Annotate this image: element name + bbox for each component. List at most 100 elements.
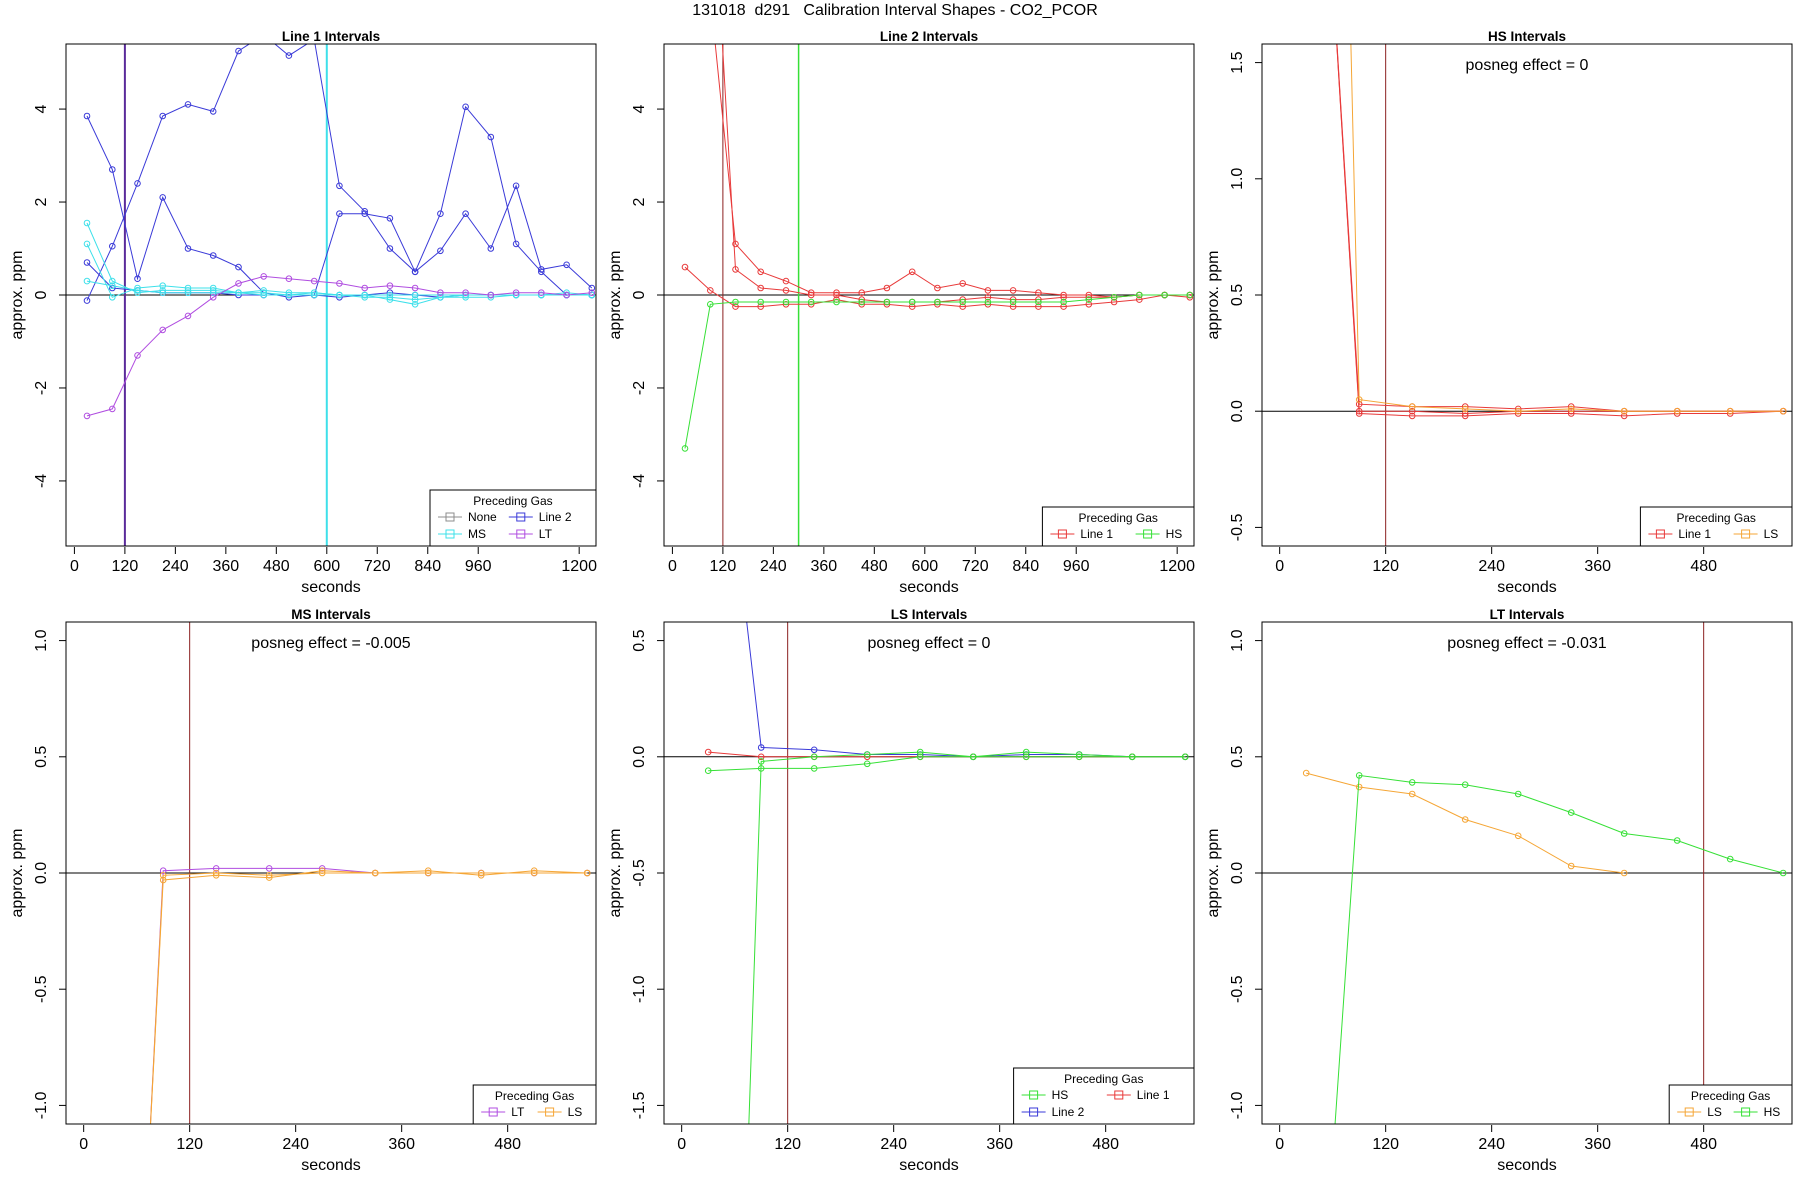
series-line xyxy=(86,105,592,296)
data-point xyxy=(109,277,116,285)
y-tick-label: 0 xyxy=(631,290,648,299)
data-point xyxy=(260,273,268,280)
y-tick-label: -0.5 xyxy=(33,975,50,1003)
x-tick-label: 840 xyxy=(1012,558,1039,575)
data-point xyxy=(83,412,91,420)
posneg-annotation: posneg effect = -0.031 xyxy=(1447,635,1606,652)
x-tick-label: 1200 xyxy=(561,558,597,575)
data-point xyxy=(212,865,220,872)
x-tick-label: 240 xyxy=(282,1136,309,1153)
chart-title: LT Intervals xyxy=(1490,607,1565,622)
legend-swatch-marker xyxy=(445,529,455,539)
data-point xyxy=(285,52,293,59)
data-point xyxy=(212,869,220,877)
data-point xyxy=(741,591,747,597)
data-point xyxy=(1514,832,1522,840)
legend-entry-label: LS xyxy=(1764,527,1779,541)
series-line xyxy=(149,872,588,1124)
data-point xyxy=(184,245,192,252)
x-tick-label: 240 xyxy=(1478,1136,1505,1153)
data-point xyxy=(757,298,765,306)
legend-title: Preceding Gas xyxy=(495,1089,574,1103)
data-point xyxy=(386,289,394,297)
y-axis-label: approx. ppm xyxy=(9,251,26,340)
x-tick-label: 0 xyxy=(1275,1136,1284,1153)
data-point xyxy=(159,282,166,290)
legend: Preceding Gas None Line 2 MS LT xyxy=(429,489,597,547)
data-point xyxy=(583,869,591,877)
plot-area xyxy=(66,622,596,1124)
x-axis-label: seconds xyxy=(301,579,361,596)
data-point xyxy=(159,867,167,875)
legend-swatch-marker xyxy=(488,1107,498,1117)
x-tick-label: 360 xyxy=(388,1136,415,1153)
legend-entry-label: Line 1 xyxy=(1137,1088,1170,1102)
x-tick-label: 0 xyxy=(668,558,677,575)
data-point xyxy=(707,301,714,308)
legend-entry-label: HS xyxy=(1052,1088,1069,1102)
x-tick-label: 360 xyxy=(212,558,239,575)
x-tick-label: 480 xyxy=(263,558,290,575)
x-tick-label: 360 xyxy=(1584,558,1611,575)
x-tick-label: 720 xyxy=(364,558,391,575)
data-point xyxy=(1128,753,1136,761)
x-tick-label: 360 xyxy=(1584,1136,1611,1153)
y-tick-label: 2 xyxy=(631,197,648,206)
y-tick-label: 0.0 xyxy=(1229,862,1246,884)
legend-box xyxy=(1013,1067,1195,1125)
series-line xyxy=(1336,44,1784,417)
y-tick-label: 0.5 xyxy=(631,629,648,651)
data-point xyxy=(916,748,924,756)
chart-title: LS Intervals xyxy=(891,607,968,622)
data-point xyxy=(1085,301,1093,308)
data-point xyxy=(1302,769,1310,777)
y-axis-label: approx. ppm xyxy=(607,829,624,918)
legend-swatch-marker xyxy=(1114,1090,1124,1100)
y-tick-label: 1.0 xyxy=(1229,629,1246,651)
data-point xyxy=(318,869,326,877)
x-tick-label: 1200 xyxy=(1159,558,1195,575)
data-point xyxy=(1567,405,1575,413)
data-point xyxy=(810,753,818,761)
y-tick-label: -1.0 xyxy=(1229,1092,1246,1120)
plot-area xyxy=(664,591,1194,1124)
legend-entry-label: LT xyxy=(511,1105,525,1119)
y-tick-label: -1.0 xyxy=(33,1092,50,1120)
data-point xyxy=(588,291,596,299)
data-point xyxy=(159,326,166,334)
data-point xyxy=(83,297,91,304)
data-point xyxy=(487,245,495,252)
posneg-annotation: posneg effect = 0 xyxy=(868,635,991,652)
data-point xyxy=(487,291,495,299)
data-point xyxy=(462,103,469,111)
data-point xyxy=(235,280,242,287)
data-point xyxy=(1408,790,1416,798)
x-tick-label: 360 xyxy=(810,558,837,575)
y-tick-label: 1.0 xyxy=(33,629,50,651)
data-point xyxy=(386,282,394,290)
data-point xyxy=(1408,407,1416,415)
data-point xyxy=(1060,298,1067,306)
data-point xyxy=(1355,772,1363,779)
x-axis-label: seconds xyxy=(899,1157,959,1174)
plot-area xyxy=(1262,44,1792,546)
data-point xyxy=(424,869,432,877)
x-tick-label: 120 xyxy=(1372,1136,1399,1153)
y-tick-label: -0.5 xyxy=(1229,514,1246,542)
data-point xyxy=(1355,407,1363,415)
data-point xyxy=(209,108,217,115)
data-point xyxy=(807,298,815,306)
data-point xyxy=(1110,298,1118,306)
x-tick-label: 720 xyxy=(962,558,989,575)
data-point xyxy=(1514,790,1522,798)
data-point xyxy=(1461,410,1469,417)
data-point xyxy=(184,284,192,292)
data-point xyxy=(1567,862,1575,870)
data-point xyxy=(969,753,977,761)
x-tick-label: 0 xyxy=(677,1136,686,1153)
data-point xyxy=(732,298,739,306)
data-point xyxy=(1186,291,1194,299)
legend-swatch-marker xyxy=(545,1107,555,1117)
